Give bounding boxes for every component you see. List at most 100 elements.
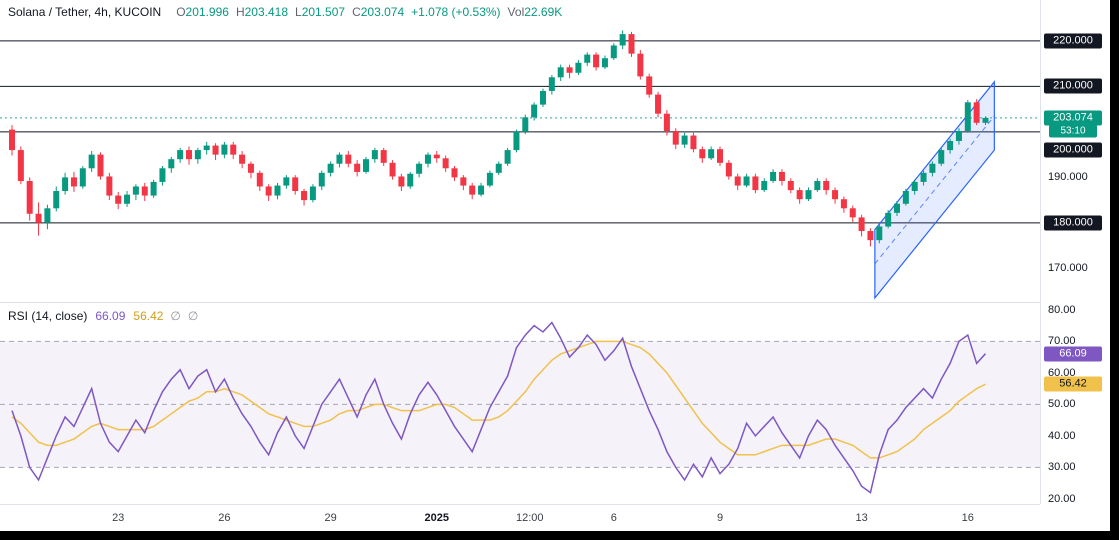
time-axis-label: 16 [961,512,974,524]
candle-body [947,140,954,151]
candle-body [672,130,679,145]
rsi-line [11,321,987,494]
candle-body [743,176,750,186]
price-axis-label: 190.000 [1048,171,1088,184]
high-label: H [235,5,245,19]
time-axis-label: 29 [324,512,337,524]
candle-body [451,168,458,178]
rsi-scale[interactable]: 80.00 70.00 60.00 50.00 40.00 30.00 20.00 66.09… [1040,302,1110,505]
candle-body [239,154,246,164]
candle-body [955,130,962,141]
rsi-axis-label: 80.00 [1048,303,1076,316]
close-value: 203.074 [360,5,405,19]
candle-body [62,177,69,192]
rsi-axis-label: 20.00 [1048,492,1076,505]
candle-body [469,185,476,195]
candle-body [734,176,741,186]
candle-body [584,54,591,63]
rsi-axis-label: 70.00 [1048,335,1076,348]
candle-body [513,131,520,151]
candle-body [495,163,502,173]
candle-body [540,90,546,105]
low-label: L [295,5,302,19]
candle-body [982,117,989,123]
candle-body [770,171,777,182]
open-label: O [176,5,186,19]
time-axis-label: 12:00 [515,512,544,524]
candle-body [460,177,467,186]
candle-body [79,168,86,187]
rsi-ma-line [11,340,986,459]
candle-body [159,168,166,182]
candle-body [327,163,334,173]
candle-body [681,135,688,145]
price-scale[interactable]: 190.000 170.000 220.000 210.000 200.000 180.0… [1040,0,1110,302]
candle-body [973,102,980,123]
candle-body [380,150,387,163]
candle-body [371,150,378,160]
symbol-legend: Solana / Tether, 4h, KUCOIN O201.996 H203.… [8,5,562,19]
candle-body [725,162,732,177]
candle-body [601,58,608,68]
rsi-title: RSI (14, close) [8,309,88,323]
candle-body [840,199,847,209]
rsi-axis-label: 50.00 [1048,398,1076,411]
candle-body [424,154,431,164]
candle-body [787,181,794,191]
price-level-badge: 220.000 [1044,33,1102,49]
candle-body [655,94,662,114]
price-axis-label: 170.000 [1048,262,1088,275]
candle-body [876,226,883,241]
high-value: 203.418 [244,5,288,19]
candle-body [433,154,440,159]
candle-body [548,77,555,91]
time-scale[interactable]: 23 26 29 2025 12:00 6 9 13 16 [0,504,1040,531]
candle-body [531,104,538,118]
candle-body [442,158,449,169]
candle-body [407,173,414,187]
pane-separator[interactable] [0,302,1040,303]
candle-body [35,213,42,223]
candle-body [708,149,715,159]
candle-body [593,54,600,68]
rsi-hide-icon[interactable]: ∅ [170,309,181,323]
price-chart[interactable] [0,0,1040,302]
candle-body [575,62,582,73]
candle-body [97,154,104,177]
candle-body [752,176,759,191]
candle-body [902,191,909,204]
rsi-value: 66.09 [95,309,126,323]
candle-body [416,163,423,174]
countdown-badge: 53:10 [1049,124,1097,138]
candle-body [186,150,192,160]
low-value: 201.507 [301,5,346,19]
last-price-badge: 203.074 [1044,110,1102,126]
change-value: +1.078 (+0.53%) [411,5,501,19]
candle-body [194,150,201,160]
candle-body [168,159,175,169]
candle-body [336,154,343,164]
candle-body [964,102,971,131]
candle-body [522,117,529,132]
candle-body [132,186,139,195]
candle-body [53,191,60,209]
rsi-chart[interactable] [0,302,1040,504]
rsi-axis-label: 60.00 [1048,366,1076,379]
candle-body [885,212,892,227]
candle-body [354,163,361,172]
candle-body [389,162,396,177]
candle-body [345,154,352,164]
price-level-badge: 210.000 [1044,78,1102,94]
volume-label: Vol [507,5,525,19]
candle-body [318,172,325,187]
price-level-badge: 180.000 [1044,215,1102,231]
time-axis-label: 6 [610,512,617,524]
candle-body [44,208,51,223]
candle-body [867,231,874,241]
candle-body [265,186,272,196]
time-axis-label: 26 [218,512,231,524]
rsi-settings-icon[interactable]: ∅ [187,309,199,323]
candle-body [363,159,369,172]
candle-body [938,150,945,164]
candle-body [646,76,653,95]
